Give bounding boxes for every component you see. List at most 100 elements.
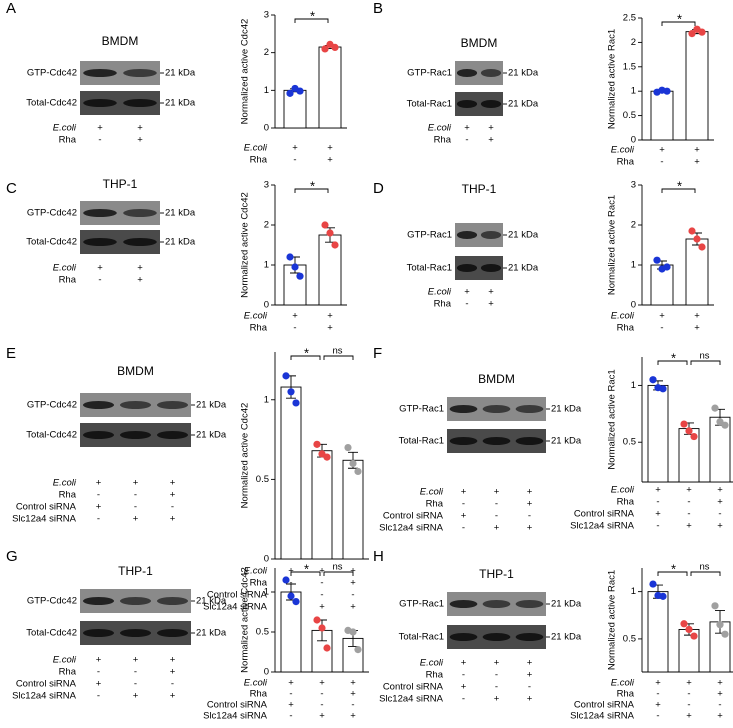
blot-band xyxy=(515,405,544,413)
chart-condition-sign: + xyxy=(350,578,356,589)
band-label: GTP-Rac1 xyxy=(407,230,452,241)
significance-bracket xyxy=(290,571,321,576)
blot-band xyxy=(480,231,502,239)
condition-sign: + xyxy=(464,287,470,298)
chart-condition-sign: - xyxy=(289,578,292,589)
chart-condition-label: Slc12a4 siRNA xyxy=(570,521,635,532)
condition-label: Rha xyxy=(434,135,452,146)
condition-label: Slc12a4 siRNA xyxy=(379,694,444,705)
condition-sign: + xyxy=(461,658,467,669)
data-point xyxy=(698,28,706,36)
chart-condition-sign: + xyxy=(686,678,692,689)
chart-condition-sign: + xyxy=(319,566,325,577)
blot-band xyxy=(123,99,157,107)
condition-label: Rha xyxy=(59,275,77,286)
significance-label: * xyxy=(671,561,676,576)
chart-condition-sign: - xyxy=(656,497,659,508)
bar xyxy=(283,89,307,129)
data-point xyxy=(287,388,295,396)
band-label: GTP-Rac1 xyxy=(399,599,444,610)
condition-sign: + xyxy=(137,123,143,134)
condition-sign: - xyxy=(462,670,465,681)
significance-label: * xyxy=(310,8,315,23)
data-point xyxy=(649,376,657,384)
cell-type: THP-1 xyxy=(118,564,153,578)
band-label: GTP-Cdc42 xyxy=(27,68,77,79)
blot-band xyxy=(449,600,478,608)
y-tick-label: 1 xyxy=(264,587,269,598)
data-point xyxy=(286,253,294,261)
cell-type: BMDM xyxy=(461,36,498,50)
data-point xyxy=(282,372,290,380)
data-point xyxy=(321,221,329,229)
bar xyxy=(650,90,674,141)
chart-condition-sign: + xyxy=(288,678,294,689)
condition-sign: + xyxy=(96,655,102,666)
panel-letter: C xyxy=(6,180,17,197)
chart-condition-label: Control siRNA xyxy=(574,700,635,711)
chart-condition-label: Control siRNA xyxy=(574,509,635,520)
data-point xyxy=(323,644,331,652)
chart-condition-sign: - xyxy=(289,689,292,700)
condition-sign: - xyxy=(98,275,101,286)
y-axis-label: Normalized active Cdc42 xyxy=(240,403,251,509)
chart-condition-sign: + xyxy=(327,311,333,322)
blot-band xyxy=(83,69,117,77)
blot-band xyxy=(456,264,478,272)
significance-bracket xyxy=(294,188,329,193)
chart-condition-sign: + xyxy=(694,145,700,156)
y-tick-label: 1 xyxy=(631,380,636,391)
chart-condition-sign: - xyxy=(718,509,721,520)
chart-condition-sign: + xyxy=(655,485,661,496)
significance-bracket xyxy=(323,571,354,576)
chart-condition-label: Rha xyxy=(250,689,268,700)
y-tick-label: 2 xyxy=(264,47,269,58)
chart-condition-sign: - xyxy=(289,711,292,722)
condition-sign: + xyxy=(133,691,139,702)
data-point xyxy=(296,87,304,95)
condition-label: Control siRNA xyxy=(383,682,444,693)
condition-sign: - xyxy=(98,135,101,146)
blot-band xyxy=(449,405,478,413)
significance-bracket xyxy=(294,18,329,23)
band-label: Total-Rac1 xyxy=(407,99,452,110)
cell-type: THP-1 xyxy=(103,177,138,191)
y-axis-label: Normalized active Cdc42 xyxy=(240,19,251,125)
data-point xyxy=(354,467,362,476)
chart-condition-label: E.coli xyxy=(244,678,268,689)
condition-sign: + xyxy=(137,135,143,146)
condition-sign: + xyxy=(133,514,139,525)
condition-sign: + xyxy=(170,691,176,702)
condition-sign: + xyxy=(494,523,500,534)
y-tick-label: 2 xyxy=(631,37,636,48)
chart-condition-sign: + xyxy=(717,711,723,722)
cell-type: BMDM xyxy=(117,364,154,378)
condition-label: Slc12a4 siRNA xyxy=(12,514,77,525)
chart-condition-sign: - xyxy=(656,521,659,532)
y-tick-label: 0.5 xyxy=(256,627,269,638)
chart-condition-sign: + xyxy=(350,602,356,613)
chart-condition-label: Rha xyxy=(617,323,635,334)
chart-condition-sign: + xyxy=(319,678,325,689)
condition-sign: - xyxy=(462,694,465,705)
condition-sign: - xyxy=(97,691,100,702)
chart-condition-sign: + xyxy=(350,566,356,577)
blot-band xyxy=(119,629,152,637)
chart-condition-label: E.coli xyxy=(611,485,635,496)
condition-sign: - xyxy=(462,499,465,510)
condition-sign: + xyxy=(488,135,494,146)
blot-band xyxy=(119,401,152,409)
data-point xyxy=(690,632,698,640)
marker-label: 21 kDa xyxy=(551,599,582,610)
data-point xyxy=(663,263,671,271)
condition-sign: + xyxy=(133,655,139,666)
band-label: Total-Rac1 xyxy=(399,436,444,447)
y-tick-label: 0.5 xyxy=(623,633,636,644)
chart-condition-label: Control siRNA xyxy=(207,590,268,601)
data-point xyxy=(292,399,300,407)
data-point xyxy=(291,263,299,271)
blot-band xyxy=(123,238,157,246)
chart-condition-sign: + xyxy=(292,143,298,154)
significance-label: ns xyxy=(332,346,342,357)
chart-condition-sign: - xyxy=(293,323,296,334)
